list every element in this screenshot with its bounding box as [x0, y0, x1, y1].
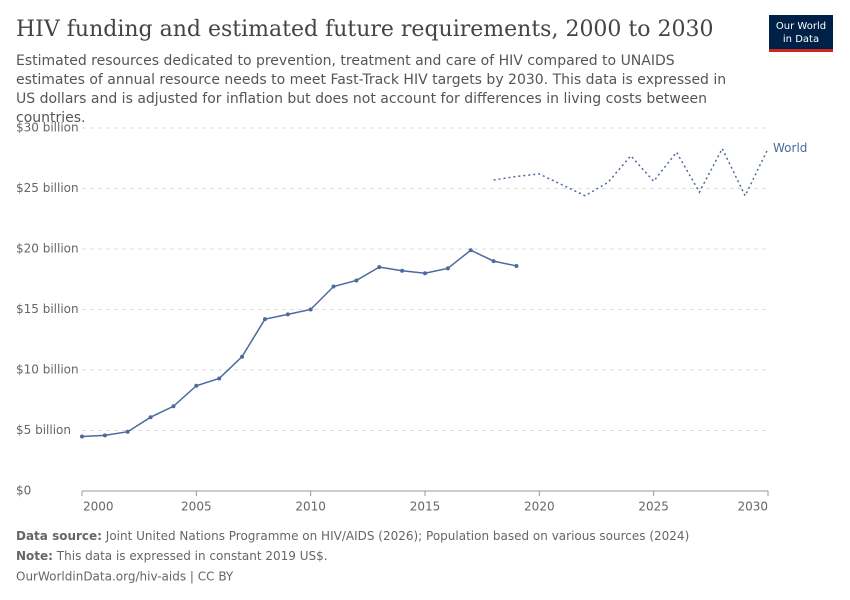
x-tick-label: 2015	[410, 500, 441, 514]
url: OurWorldinData.org/hiv-aids | CC BY	[16, 570, 234, 584]
y-tick-label: $30 billion	[16, 121, 79, 135]
subtitle: Estimated resources dedicated to prevent…	[16, 53, 726, 126]
source-text: Joint United Nations Programme on HIV/AI…	[105, 529, 689, 543]
y-tick-label: $5 billion	[16, 423, 71, 437]
x-tick-label: 2020	[524, 500, 555, 514]
y-tick-label: $10 billion	[16, 363, 79, 377]
subtitle-line: Estimated resources dedicated to prevent…	[16, 53, 675, 69]
logo-text: Our World	[776, 21, 826, 32]
source: Data source: Joint United Nations Progra…	[16, 529, 689, 543]
series-line	[81, 249, 517, 438]
x-tick-label: 2000	[83, 500, 114, 514]
point	[491, 259, 496, 264]
point	[125, 429, 130, 434]
legend-label: World	[773, 141, 807, 155]
logo: Our World in Data	[769, 15, 833, 52]
subtitle-line: US dollars and is adjusted for inflation…	[16, 91, 707, 107]
logo-stripe	[769, 49, 833, 52]
x-tick-label: 2005	[181, 500, 212, 514]
note-text: This data is expressed in constant 2019 …	[56, 549, 328, 563]
point	[468, 248, 473, 253]
logo-text: in Data	[783, 34, 819, 45]
y-tick-label: $15 billion	[16, 302, 79, 316]
source-label: Data source:	[16, 529, 102, 543]
note: Note: This data is expressed in constant…	[16, 549, 328, 563]
x-tick-label: 2030	[737, 500, 768, 514]
point	[400, 268, 405, 273]
point	[102, 433, 107, 438]
point	[80, 434, 84, 439]
point	[262, 317, 267, 322]
chart-title: HIV funding and estimated future require…	[16, 17, 714, 42]
point	[171, 404, 176, 409]
x-tick-label: 2010	[295, 500, 326, 514]
point	[423, 271, 427, 276]
point	[217, 376, 222, 381]
subtitle-line: estimates of annual resource needs to me…	[16, 72, 726, 88]
point	[240, 354, 245, 359]
point	[308, 307, 313, 312]
point	[148, 415, 153, 420]
y-tick-label: $0	[16, 484, 31, 498]
point	[194, 383, 199, 388]
point	[377, 265, 382, 270]
point	[445, 266, 450, 271]
subtitle-line: countries.	[16, 110, 86, 126]
logo-box	[769, 15, 833, 52]
note-label: Note:	[16, 549, 53, 563]
point	[331, 284, 336, 289]
x-tick-label: 2025	[638, 500, 669, 514]
point	[285, 312, 290, 317]
y-tick-label: $25 billion	[16, 181, 79, 195]
point	[354, 278, 359, 283]
point	[514, 263, 519, 268]
series-line	[493, 146, 769, 198]
y-tick-label: $20 billion	[16, 242, 79, 256]
